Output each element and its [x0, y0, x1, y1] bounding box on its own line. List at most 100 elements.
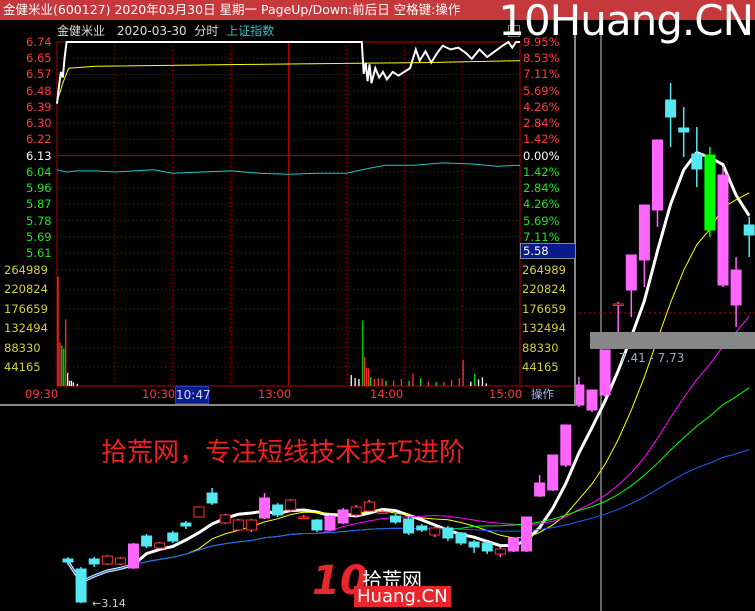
- candle: [101, 555, 113, 565]
- candle-body: [521, 516, 532, 552]
- price-range-bar: [590, 332, 755, 349]
- candle-body: [494, 548, 506, 555]
- candle-body: [376, 511, 388, 514]
- intraday-chart[interactable]: [0, 0, 574, 404]
- index-link[interactable]: 上证指数: [226, 24, 275, 38]
- candle: [114, 557, 126, 565]
- window-toggle-button[interactable]: [508, 25, 520, 37]
- candle: [376, 510, 388, 514]
- candle: [350, 505, 362, 517]
- intraday-panel[interactable]: 金健米业 2020-03-30 分时 上证指数 6.74 6.65 6.57 6.48…: [0, 0, 576, 406]
- candle-body: [586, 389, 598, 411]
- candle-body: [167, 532, 179, 542]
- candle: [560, 424, 572, 467]
- candle-body: [350, 506, 362, 516]
- candle: [743, 217, 755, 257]
- candle: [88, 557, 100, 567]
- candle: [678, 107, 690, 157]
- candle: [206, 488, 218, 505]
- candle: [363, 500, 375, 512]
- candle-body: [468, 541, 480, 548]
- price-tick-label: 5.96: [26, 181, 52, 196]
- candle-body: [691, 153, 703, 170]
- price-tick-label: 6.74: [26, 35, 52, 49]
- candle-body: [507, 537, 519, 552]
- candle: [442, 526, 454, 541]
- candle-body: [141, 535, 153, 547]
- time-tick-label: 09:30: [25, 387, 59, 401]
- candle-body: [743, 224, 755, 236]
- slogan-text: 拾荒网，专注短线技术技巧进阶: [101, 438, 466, 468]
- pct-tick-label: 2.84%: [523, 116, 560, 131]
- pct-tick-label: 0.00%: [523, 148, 560, 163]
- pct-tick-label: 5.69%: [523, 213, 560, 228]
- volume-tick-label-right: 176659: [522, 301, 566, 316]
- candle-body: [730, 269, 742, 306]
- time-tick-label: 13:00: [258, 387, 292, 401]
- price-line: [56, 40, 520, 104]
- volume-tick-label: 176659: [4, 301, 48, 316]
- candle-body: [128, 543, 139, 569]
- candle: [652, 139, 663, 227]
- cursor-price-label: 5.58: [520, 243, 576, 259]
- candle-body: [665, 99, 677, 118]
- candle-body: [259, 497, 270, 519]
- candle-body: [455, 532, 467, 544]
- pct-tick-label: 8.53%: [523, 51, 560, 66]
- time-tick-label: 15:00: [489, 387, 523, 401]
- candle-body: [612, 303, 624, 306]
- candle: [390, 514, 401, 524]
- ma30-line: [67, 387, 750, 583]
- candle-body: [704, 154, 716, 231]
- candle: [730, 257, 742, 327]
- candle-body: [232, 519, 244, 531]
- window-title: 金健米业(600127) 2020年03月30日 星期一 PageUp/Down…: [0, 0, 755, 20]
- candle-body: [206, 492, 218, 504]
- pct-tick-label: 7.11%: [523, 67, 560, 82]
- volume-tick-label: 220824: [4, 282, 48, 297]
- candle-body: [193, 506, 205, 518]
- candle: [180, 521, 192, 529]
- low-price-label: ←3.14: [92, 597, 126, 610]
- pct-tick-label: 9.95%: [523, 35, 560, 49]
- candle: [665, 83, 677, 147]
- candle-body: [625, 254, 637, 291]
- candle-body: [390, 515, 401, 523]
- candle: [285, 499, 297, 512]
- candle: [324, 515, 336, 531]
- pct-tick-label: 4.26%: [523, 197, 560, 212]
- cursor-time-label: 10:47: [175, 386, 211, 404]
- candle: [455, 532, 467, 545]
- watermark: 10Huang.CN: [498, 0, 754, 45]
- candle-body: [429, 527, 441, 536]
- price-tick-label: 5.69: [26, 229, 52, 244]
- action-label[interactable]: 操作: [531, 387, 554, 401]
- candle-body: [717, 174, 729, 286]
- price-tick-label: 6.48: [26, 83, 52, 98]
- price-tick-label: 5.87: [26, 197, 52, 212]
- price-tick-label: 6.57: [26, 67, 52, 82]
- candle-body: [285, 499, 297, 511]
- price-tick-label: 6.22: [26, 132, 52, 147]
- candle: [298, 515, 310, 519]
- candle-body: [272, 504, 284, 516]
- volume-tick-label-right: 132494: [522, 321, 566, 336]
- candle-body: [298, 516, 310, 519]
- candle: [521, 516, 532, 552]
- price-tick-label: 6.04: [26, 164, 52, 179]
- volume-tick-label: 44165: [4, 360, 41, 374]
- candle-body: [62, 558, 74, 563]
- candle-body: [638, 204, 650, 261]
- candle-body: [337, 509, 349, 524]
- candle: [547, 454, 559, 491]
- avg-price-line: [56, 60, 521, 102]
- candle: [245, 519, 257, 532]
- candle-body: [219, 514, 231, 524]
- candle: [494, 547, 506, 557]
- price-range-label: 7.41 - 7.73: [619, 351, 685, 365]
- candle-body: [416, 525, 428, 531]
- candle-body: [101, 555, 113, 565]
- pct-tick-label: 7.11%: [523, 229, 560, 244]
- chart-mode: 分时: [194, 24, 219, 38]
